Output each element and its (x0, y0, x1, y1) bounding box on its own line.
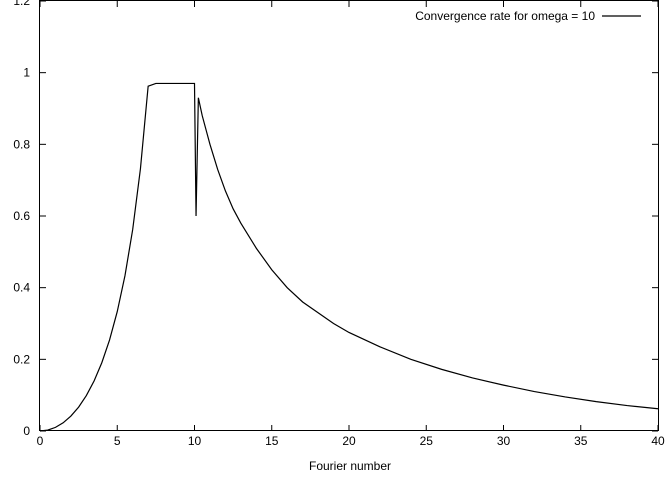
x-tick-label: 35 (574, 434, 588, 448)
y-tick-label: 0 (23, 424, 30, 438)
x-axis-label: Fourier number (309, 459, 391, 473)
y-tick-label: 1 (23, 66, 30, 80)
legend: Convergence rate for omega = 10 (415, 9, 641, 23)
x-tick-label: 15 (265, 434, 279, 448)
y-tick-label: 0.2 (13, 352, 30, 366)
y-tick-label: 1.2 (13, 0, 30, 8)
x-tick-label: 30 (497, 434, 511, 448)
y-tick-label: 0.8 (13, 137, 30, 151)
y-tick-label: 0.4 (13, 281, 30, 295)
x-tick-label: 5 (114, 434, 121, 448)
x-tick-label: 25 (420, 434, 434, 448)
plot-frame (39, 0, 659, 431)
x-tick-label: 10 (188, 434, 202, 448)
tick-label-group: 0 5 10 15 20 25 30 35 40 0 0.2 0.4 0.6 0.8 1 1.2 (13, 0, 665, 448)
tick-group (39, 0, 659, 432)
series-line-convergence-rate (39, 82, 659, 432)
legend-entry-label: Convergence rate for omega = 10 (415, 9, 595, 23)
x-tick-label: 0 (37, 434, 44, 448)
x-tick-label: 40 (651, 434, 665, 448)
x-tick-label: 20 (342, 434, 356, 448)
y-tick-label: 0.6 (13, 209, 30, 223)
